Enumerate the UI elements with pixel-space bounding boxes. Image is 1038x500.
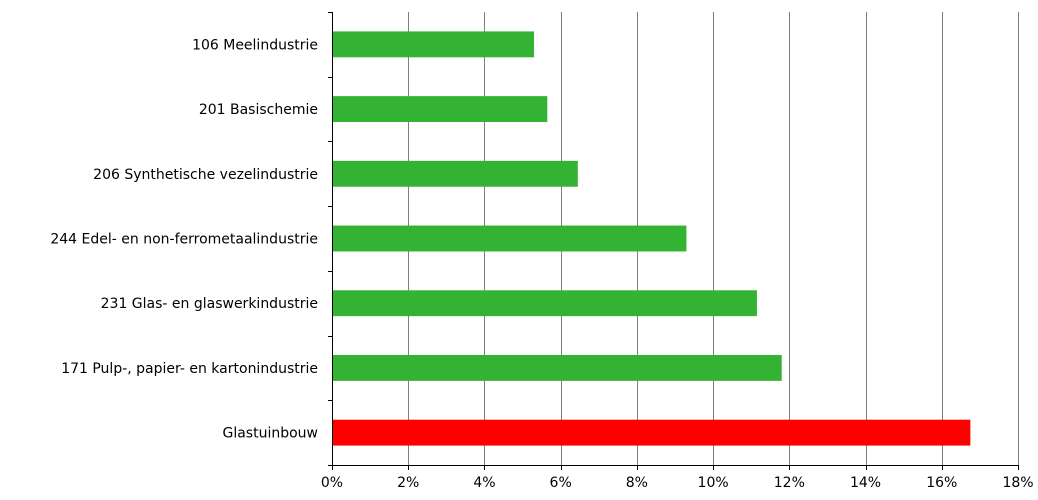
x-tick-labels: 0% 2% 4% 6% 8% 10% 12% 14% 16% 18%: [321, 475, 1034, 491]
gridlines: [408, 12, 1019, 465]
category-labels: 106 Meelindustrie 201 Basischemie 206 Synt…: [50, 37, 318, 441]
bar: [333, 419, 971, 446]
x-tick-label: 10%: [698, 475, 729, 491]
x-tick-label: 14%: [850, 475, 881, 491]
category-label: 171 Pulp-, papier- en kartonindustrie: [61, 361, 318, 377]
bar: [333, 31, 534, 58]
x-tick-label: 8%: [626, 475, 648, 491]
x-tick-label: 4%: [473, 475, 495, 491]
x-tick-label: 12%: [774, 475, 805, 491]
x-tick-label: 2%: [397, 475, 419, 491]
x-tick-label: 0%: [321, 475, 343, 491]
category-label: 206 Synthetische vezelindustrie: [93, 167, 318, 183]
bar: [333, 160, 578, 187]
bar: [333, 225, 687, 252]
axes: [328, 12, 1019, 470]
bar: [333, 96, 548, 123]
category-label: 106 Meelindustrie: [192, 37, 318, 53]
bar: [333, 354, 782, 381]
category-label: 231 Glas- en glaswerkindustrie: [101, 296, 318, 312]
bar: [333, 290, 757, 317]
x-tick-label: 18%: [1002, 475, 1033, 491]
category-label: 201 Basischemie: [199, 102, 318, 118]
category-label: 244 Edel- en non-ferrometaalindustrie: [50, 232, 318, 248]
x-tick-label: 16%: [926, 475, 957, 491]
bars: [333, 31, 971, 446]
x-tick-label: 6%: [550, 475, 572, 491]
category-label: Glastuinbouw: [222, 426, 318, 442]
